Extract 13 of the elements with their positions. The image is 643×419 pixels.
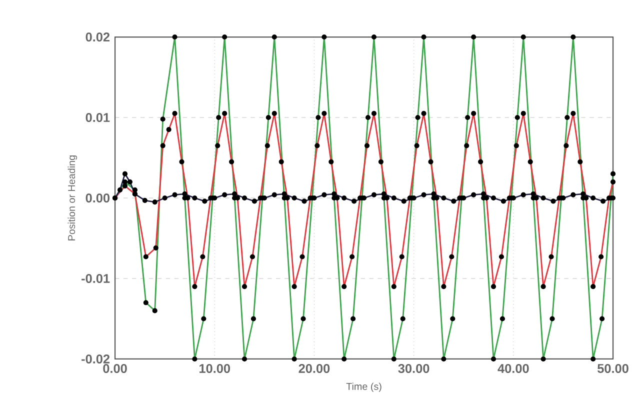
x-axis-title: Time (s) [346, 382, 382, 392]
x-tick-label: 40.00 [498, 364, 529, 373]
y-axis-title: Position or Heading [68, 156, 78, 240]
x-tick-label: 50.00 [598, 364, 628, 373]
x-tick-label: 0.00 [103, 364, 127, 373]
y-tick-label: -0.01 [82, 274, 110, 283]
y-tick-label: 0.00 [86, 193, 110, 203]
x-tick-label: 20.00 [298, 364, 330, 373]
x-tick-label: 30.00 [398, 364, 430, 373]
y-tick-label: 0.01 [86, 113, 110, 122]
y-tick-label: -0.02 [82, 354, 110, 364]
y-tick-label: 0.02 [86, 32, 110, 42]
x-tick-label: 10.00 [200, 364, 230, 373]
